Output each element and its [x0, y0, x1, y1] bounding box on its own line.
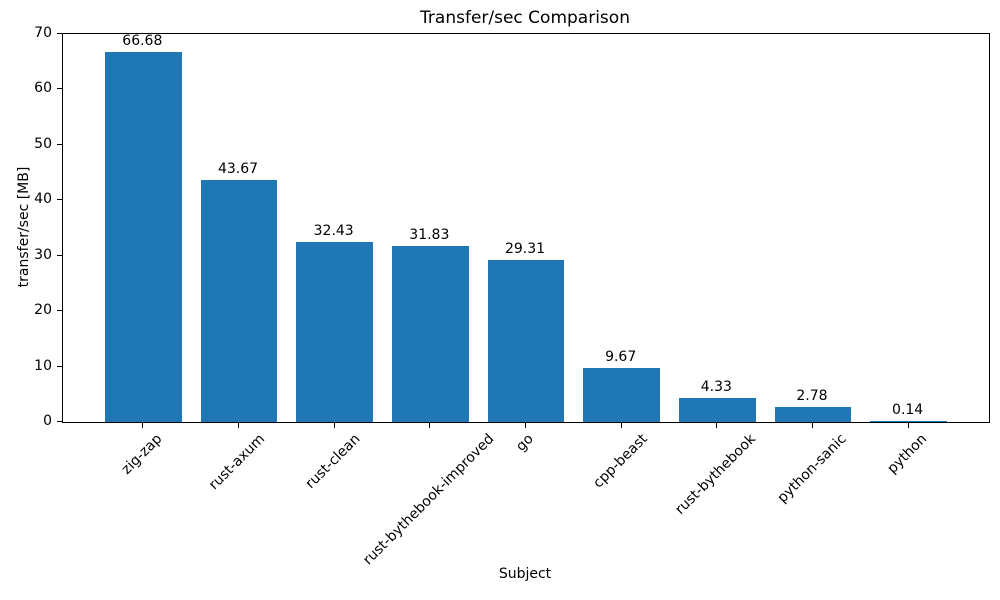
bar [105, 52, 182, 422]
bar [487, 259, 565, 422]
x-tick-mark [811, 423, 813, 428]
y-tick-mark [57, 365, 62, 367]
y-tick-label: 40 [34, 191, 52, 208]
bar-value-label: 43.67 [217, 160, 259, 177]
bar-value-label: 9.67 [605, 349, 637, 366]
bar [296, 242, 373, 422]
x-tick-label: python [884, 431, 931, 477]
bar-value-label: 32.43 [313, 223, 354, 240]
bar [392, 245, 469, 422]
x-tick-mark [333, 423, 335, 428]
x-tick-label: rust-axum [206, 431, 269, 494]
bar-value-label: 29.31 [504, 240, 546, 257]
x-tick-label: cpp-beast [590, 431, 651, 492]
chart-title: Transfer/sec Comparison [420, 8, 630, 28]
y-tick-mark [57, 88, 62, 90]
y-tick-label: 60 [34, 80, 52, 97]
bar-value-label: 0.14 [892, 402, 924, 419]
y-axis-label: transfer/sec [MB] [16, 166, 32, 288]
bar [679, 398, 756, 422]
x-tick-mark [525, 423, 526, 428]
plot-area [62, 33, 990, 423]
bar-value-label: 66.68 [122, 33, 163, 50]
x-tick-label: zig-zap [118, 431, 166, 478]
bar [583, 368, 660, 422]
x-axis-label: Subject [498, 566, 552, 582]
bar [774, 406, 852, 422]
y-tick-label: 50 [34, 135, 52, 152]
x-tick-mark [716, 423, 718, 428]
y-tick-mark [57, 143, 62, 145]
y-tick-mark [57, 421, 62, 422]
x-tick-label: rust-bythebook [672, 431, 760, 518]
x-tick-mark [429, 423, 431, 428]
x-tick-label: go [513, 431, 537, 455]
y-tick-label: 10 [34, 357, 52, 374]
bar-value-label: 31.83 [409, 226, 450, 243]
bar-value-label: 4.33 [700, 378, 732, 395]
y-tick-label: 70 [34, 25, 52, 41]
bar-value-label: 2.78 [796, 387, 828, 404]
x-tick-mark [620, 423, 622, 428]
x-tick-label: rust-bythebook-improved [360, 431, 498, 569]
x-tick-mark [142, 423, 144, 428]
y-tick-label: 20 [34, 302, 52, 319]
y-tick-label: 30 [34, 246, 52, 263]
y-tick-mark [57, 254, 62, 256]
x-tick-mark [238, 423, 240, 428]
y-tick-mark [57, 33, 62, 34]
y-tick-mark [57, 199, 62, 201]
y-tick-mark [57, 310, 62, 312]
y-tick-label: 0 [43, 413, 52, 429]
x-tick-label: python-sanic [774, 431, 850, 507]
bar [870, 421, 947, 422]
x-tick-label: rust-clean [302, 431, 364, 492]
bar [200, 179, 278, 422]
x-tick-mark [907, 423, 909, 428]
